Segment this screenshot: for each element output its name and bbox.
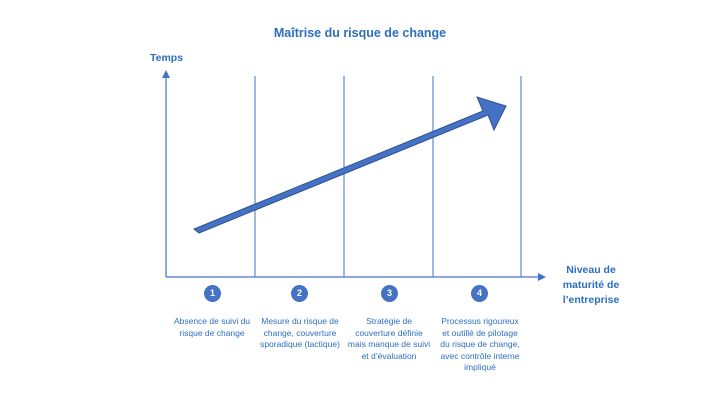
diagram-title: Maîtrise du risque de change [273,26,447,40]
stage-description-1: Absence de suivi du risque de change [173,316,251,338]
stage-number-3: 3 [381,285,398,302]
y-axis-label: Temps [150,52,184,64]
stage-description-2: Mesure du risque de change, couverture s… [260,316,340,349]
stage-number-1: 1 [204,285,221,302]
stage-number-4: 4 [471,285,488,302]
stage-description-4: Processus rigoureux et outillé de pilota… [440,316,520,372]
maturity-arrow [193,96,507,234]
stage-description-3: Stratégie de couverture définie mais man… [347,316,431,361]
x-axis-label: Niveau de maturité de l’entreprise [562,264,620,306]
stage-number-2: 2 [291,285,308,302]
